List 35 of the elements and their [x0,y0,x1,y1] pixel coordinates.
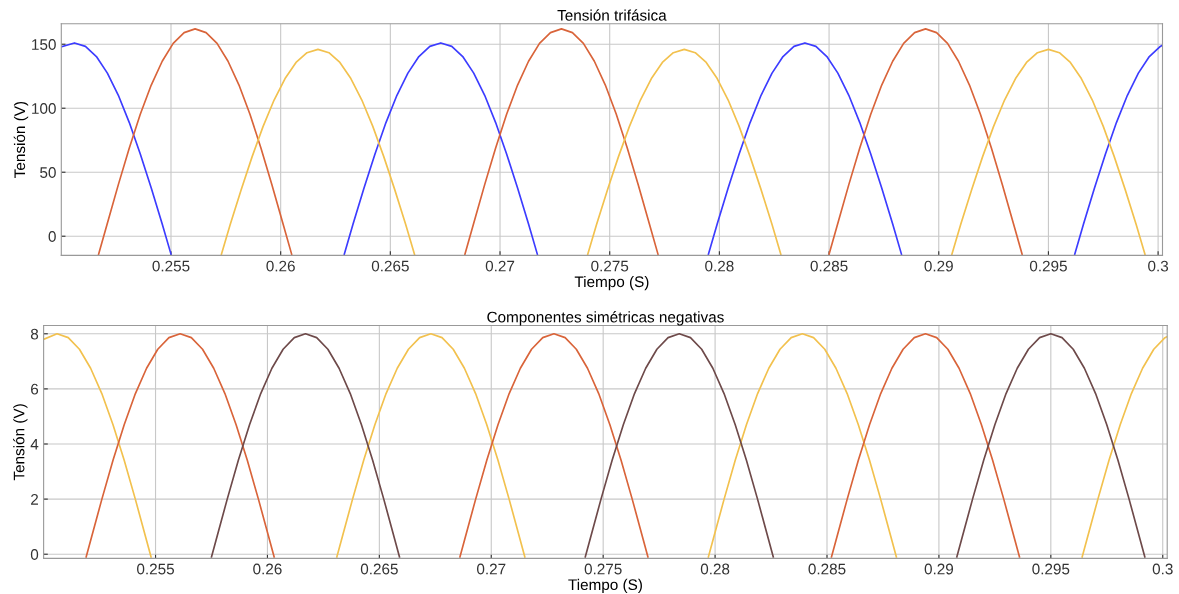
x-tick-label: 0.255 [152,260,190,272]
x-tick-label: 0.275 [591,260,629,272]
y-tick-label: 50 [40,167,56,178]
x-tick-label: 0.29 [924,260,953,272]
x-tick-label: 0.265 [371,260,409,272]
x-tick-label: 0.26 [266,260,295,272]
x-tick-label: 0.285 [810,260,848,272]
x-tick-label: 0.285 [808,563,846,575]
y-tick-label: 150 [32,39,56,50]
x-tick-label: 0.27 [485,260,515,272]
y-axis-title: Tensión (V) [13,101,29,178]
x-tick-label: 0.3 [1148,260,1169,272]
x-axis-title: Tiempo (S) [574,275,649,291]
x-tick-label: 0.295 [1029,260,1067,272]
y-tick-label: 2 [31,493,38,505]
x-tick-label: 0.27 [477,563,506,575]
y-tick-label: 6 [31,383,39,395]
y-tick-label: 0 [48,231,56,242]
x-tick-label: 0.265 [360,563,398,575]
x-axis-title: Tiempo (S) [568,578,642,594]
y-tick-label: 8 [30,328,39,340]
x-tick-label: 0.28 [700,563,730,575]
x-tick-label: 0.26 [253,563,282,575]
chart-title: Tensión trifásica [557,9,667,21]
x-tick-label: 0.3 [1152,563,1173,575]
x-tick-label: 0.295 [1032,563,1070,575]
y-tick-label: 0 [30,549,39,560]
x-tick-label: 0.275 [584,563,622,575]
y-tick-label: 4 [30,439,39,450]
x-tick-label: 0.29 [924,563,954,575]
x-tick-label: 0.28 [705,260,734,272]
chart-title: Componentes simétricas negativas [487,311,724,326]
y-tick-label: 100 [32,103,56,114]
y-axis-title: Tensión (V) [13,404,28,481]
x-tick-label: 0.255 [137,563,175,575]
